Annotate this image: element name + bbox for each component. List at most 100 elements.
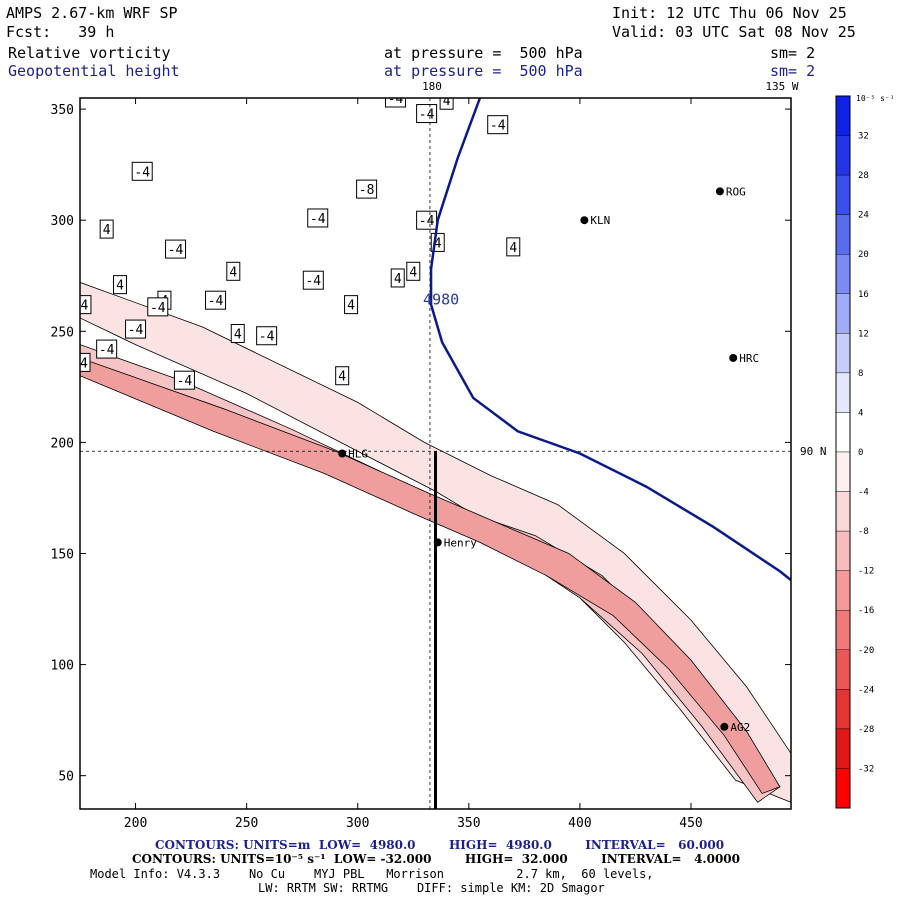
contour-label-17: -4 xyxy=(173,370,195,390)
colorbar-tick-label: -28 xyxy=(858,725,874,735)
contour-label-text: -4 xyxy=(134,165,150,180)
contour-label-box xyxy=(173,370,195,390)
contour-label-7: 4 xyxy=(112,275,127,295)
contour-label-text: -4 xyxy=(177,374,193,389)
contour-label-box xyxy=(390,268,405,288)
station-label: HLG xyxy=(348,448,368,461)
colorbar-segment xyxy=(835,728,851,769)
station-hlg: HLG xyxy=(338,448,368,461)
colorbar-segment xyxy=(835,530,851,571)
colorbar-tick-label: -4 xyxy=(858,488,869,498)
contour-label-box xyxy=(406,261,421,281)
colorbar-tick-label: 32 xyxy=(858,132,869,142)
model-title: AMPS 2.67-km WRF SP xyxy=(6,4,178,22)
contour-label-19: -4 xyxy=(34,353,54,371)
x-tick-label: 300 xyxy=(346,816,369,831)
contour-label-text: 4 xyxy=(116,279,124,294)
plot-frame xyxy=(79,97,792,810)
init-time: Init: 12 UTC Thu 06 Nov 25 xyxy=(612,4,847,22)
contour-label-text: 4 xyxy=(434,236,442,251)
contour-label-21: 4 xyxy=(439,94,454,110)
contour-label-3: 4 xyxy=(99,219,114,239)
contour-label-6: 4 xyxy=(390,268,405,288)
contour-label-text: 4 xyxy=(234,328,242,343)
x-tick-label: 450 xyxy=(679,816,702,831)
contour-label-box xyxy=(307,208,329,228)
contour-label-text: -8 xyxy=(359,183,375,198)
y-tick-label: 350 xyxy=(51,103,74,118)
y-tick-label: 50 xyxy=(58,770,74,785)
colorbar-segment xyxy=(835,451,851,492)
contour-label-text: 4 xyxy=(443,94,451,109)
colorbar-segment xyxy=(835,768,851,809)
contour-label-text: -4 xyxy=(37,356,53,371)
y-tick-label: 250 xyxy=(51,325,74,340)
lon-135w-label: 135 W xyxy=(765,80,798,93)
colorbar-unit: 10⁻⁵ s⁻¹ xyxy=(856,94,895,103)
contour-label-26: 4 xyxy=(344,295,359,315)
contour-label-4: -4 xyxy=(165,239,187,259)
contour-label-text: 4 xyxy=(509,241,517,256)
contour-label-text: -4 xyxy=(419,108,435,123)
contour-label-24: -4 xyxy=(487,115,509,135)
colorbar-tick-label: 0 xyxy=(858,448,863,458)
contour-label-box xyxy=(439,98,454,110)
colorbar-tick-label: -24 xyxy=(858,685,874,695)
contour-label-box xyxy=(335,366,350,386)
station-label: Henry xyxy=(444,536,477,549)
contour-label-text: 4 xyxy=(81,299,89,314)
contour-label-text: 4 xyxy=(229,265,237,280)
contour-label-box xyxy=(99,219,114,239)
field1-level: at pressure = 500 hPa xyxy=(384,44,583,62)
contour-label-0: -4 xyxy=(131,161,153,181)
contour-label-15: -4 xyxy=(256,326,278,346)
contour-label-box xyxy=(34,353,54,371)
colorbar-segment xyxy=(835,333,851,374)
contour-label-text: -4 xyxy=(310,212,326,227)
contour-label-box xyxy=(506,237,521,257)
colorbar-frame xyxy=(835,95,851,809)
contour-label-14: -4 xyxy=(96,339,118,359)
colorbar-tick-label: -32 xyxy=(858,764,874,774)
colorbar-tick-label: -8 xyxy=(858,527,869,537)
contour-label-5: 4 xyxy=(226,261,241,281)
contour-label-25: 4 xyxy=(506,237,521,257)
contour-label-27: -4 xyxy=(302,270,324,290)
footer-physics-info: LW: RRTM SW: RRTMG DIFF: simple KM: 2D S… xyxy=(258,881,605,895)
y-tick-label: 100 xyxy=(51,659,74,674)
contour-label-2: -4 xyxy=(307,208,329,228)
y-tick-label: 150 xyxy=(51,547,74,562)
contour-label-28: -4 xyxy=(416,210,438,230)
station-ag2: AG2 xyxy=(720,721,750,734)
footer-height-contours: CONTOURS: UNITS=m LOW= 4980.0 HIGH= 4980… xyxy=(155,838,725,852)
colorbar-segment xyxy=(835,610,851,650)
station-marker xyxy=(715,187,724,196)
station-marker xyxy=(720,722,729,731)
x-tick-label: 250 xyxy=(235,816,258,831)
colorbar-segment xyxy=(835,254,851,294)
colorbar-tick-label: -12 xyxy=(858,567,874,577)
colorbar-segment xyxy=(835,491,851,532)
contour-label-text: -4 xyxy=(388,92,404,107)
contour-label-box xyxy=(302,270,324,290)
footer-model-info: Model Info: V4.3.3 No Cu MYJ PBL Morriso… xyxy=(90,867,654,881)
station-kln: KLN xyxy=(580,214,610,227)
contour-label-box xyxy=(165,239,187,259)
colorbar-segment xyxy=(835,412,851,453)
colorbar-tick-label: -20 xyxy=(858,646,874,656)
vorticity-band-2 xyxy=(80,357,781,794)
colorbar-segment xyxy=(835,214,851,255)
contour-label-text: -4 xyxy=(72,356,88,371)
height-contour-label: 4980 xyxy=(423,291,459,309)
contour-label-12: -4 xyxy=(147,297,169,317)
contour-label-20: -4 xyxy=(385,92,407,108)
station-marker xyxy=(433,538,442,547)
x-tick-label: 350 xyxy=(457,816,480,831)
contour-label-text: -4 xyxy=(168,243,184,258)
contour-label-29: 4 xyxy=(406,261,421,281)
contour-label-text: -4 xyxy=(305,274,321,289)
station-henry: Henry xyxy=(433,536,477,549)
contour-label-9: -4 xyxy=(205,290,227,310)
contour-label-16: -4 xyxy=(72,352,91,372)
